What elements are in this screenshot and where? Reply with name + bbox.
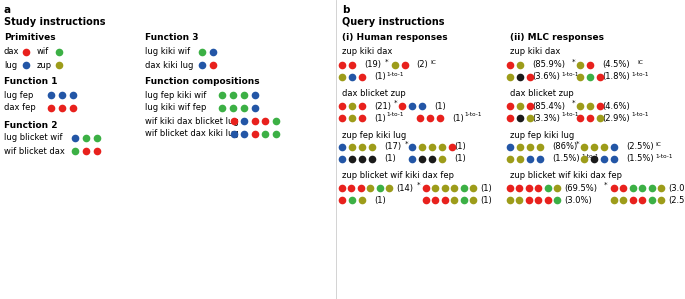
Text: (21): (21) [374, 101, 391, 111]
Text: (1): (1) [374, 196, 386, 205]
Text: Query instructions: Query instructions [342, 17, 445, 27]
Text: zup: zup [37, 60, 52, 69]
Text: (85.4%): (85.4%) [532, 101, 565, 111]
Text: 1-to-1: 1-to-1 [561, 112, 579, 118]
Text: (1): (1) [454, 143, 466, 152]
Text: 1-to-1: 1-to-1 [631, 112, 649, 118]
Text: zup blicket wif kiki dax fep: zup blicket wif kiki dax fep [510, 172, 622, 181]
Text: (14): (14) [396, 184, 413, 193]
Text: (1.8%): (1.8%) [602, 72, 630, 82]
Text: (1): (1) [374, 114, 386, 123]
Text: *: * [405, 141, 409, 147]
Text: lug fep kiki wif: lug fep kiki wif [145, 91, 206, 100]
Text: wif blicket dax kiki lug: wif blicket dax kiki lug [145, 129, 239, 138]
Text: *: * [572, 59, 575, 65]
Text: 1-to-1: 1-to-1 [386, 112, 403, 118]
Text: (1.5%): (1.5%) [626, 155, 653, 164]
Text: lug: lug [4, 60, 17, 69]
Text: (69.5%): (69.5%) [564, 184, 597, 193]
Text: *: * [385, 59, 388, 65]
Text: (4.5%): (4.5%) [602, 60, 630, 69]
Text: (3.3%): (3.3%) [532, 114, 560, 123]
Text: Function 2: Function 2 [4, 120, 58, 129]
Text: Function compositions: Function compositions [145, 77, 260, 86]
Text: dax: dax [4, 48, 19, 57]
Text: *: * [604, 182, 608, 188]
Text: 1-to-1: 1-to-1 [561, 71, 579, 77]
Text: dax blicket zup: dax blicket zup [342, 89, 406, 98]
Text: wif: wif [37, 48, 49, 57]
Text: 1-to-1: 1-to-1 [655, 153, 673, 158]
Text: Function 1: Function 1 [4, 77, 58, 86]
Text: Primitives: Primitives [4, 33, 55, 42]
Text: zup blicket wif kiki dax fep: zup blicket wif kiki dax fep [342, 172, 454, 181]
Text: (i) Human responses: (i) Human responses [342, 33, 447, 42]
Text: dax fep: dax fep [4, 103, 36, 112]
Text: (3.6%): (3.6%) [532, 72, 560, 82]
Text: 1-to-1: 1-to-1 [386, 71, 403, 77]
Text: *: * [572, 100, 575, 106]
Text: (4.6%): (4.6%) [602, 101, 630, 111]
Text: lug blicket wif: lug blicket wif [4, 133, 62, 143]
Text: IC: IC [637, 60, 643, 65]
Text: zup kiki dax: zup kiki dax [342, 48, 393, 57]
Text: zup kiki dax: zup kiki dax [510, 48, 560, 57]
Text: wif kiki dax blicket lug: wif kiki dax blicket lug [145, 117, 239, 126]
Text: (17): (17) [384, 143, 401, 152]
Text: (3.0%): (3.0%) [668, 184, 685, 193]
Text: *: * [394, 100, 397, 106]
Text: wif blicket dax: wif blicket dax [4, 147, 65, 155]
Text: (1): (1) [454, 155, 466, 164]
Text: (1): (1) [480, 184, 492, 193]
Text: dax blicket zup: dax blicket zup [510, 89, 574, 98]
Text: IC: IC [655, 141, 661, 147]
Text: 1-to-1: 1-to-1 [464, 112, 482, 118]
Text: *: * [576, 141, 580, 147]
Text: a: a [4, 5, 11, 15]
Text: 1-to-1: 1-to-1 [631, 71, 649, 77]
Text: *: * [417, 182, 421, 188]
Text: lug kiki wif: lug kiki wif [145, 48, 190, 57]
Text: (2): (2) [416, 60, 427, 69]
Text: 1-to-1: 1-to-1 [581, 153, 599, 158]
Text: (1): (1) [374, 72, 386, 82]
Text: (1.5%): (1.5%) [552, 155, 580, 164]
Text: (2.5%): (2.5%) [626, 143, 653, 152]
Text: Function 3: Function 3 [145, 33, 199, 42]
Text: (1): (1) [434, 101, 446, 111]
Text: (ii) MLC responses: (ii) MLC responses [510, 33, 604, 42]
Text: (2.9%): (2.9%) [602, 114, 630, 123]
Text: (85.9%): (85.9%) [532, 60, 565, 69]
Text: zup fep kiki lug: zup fep kiki lug [510, 130, 574, 140]
Text: lug fep: lug fep [4, 91, 34, 100]
Text: (1): (1) [384, 155, 396, 164]
Text: (19): (19) [364, 60, 381, 69]
Text: IC: IC [430, 60, 436, 65]
Text: lug kiki wif fep: lug kiki wif fep [145, 103, 206, 112]
Text: (2.5%): (2.5%) [668, 196, 685, 205]
Text: Study instructions: Study instructions [4, 17, 105, 27]
Text: (3.0%): (3.0%) [564, 196, 592, 205]
Text: dax kiki lug: dax kiki lug [145, 60, 193, 69]
Text: (1): (1) [480, 196, 492, 205]
Text: (86%): (86%) [552, 143, 577, 152]
Text: b: b [342, 5, 349, 15]
Text: zup fep kiki lug: zup fep kiki lug [342, 130, 406, 140]
Text: (1): (1) [452, 114, 464, 123]
